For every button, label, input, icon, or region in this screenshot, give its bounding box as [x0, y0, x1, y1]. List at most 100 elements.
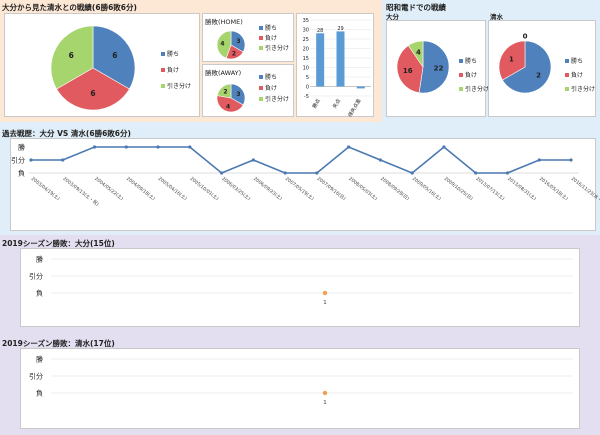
x-tick-label: 失点 [331, 98, 342, 110]
y-axis-label: 引分 [11, 156, 25, 165]
legend-swatch [565, 73, 569, 77]
x-tick-label: 2007/05/19(土) [284, 175, 316, 202]
x-tick-label: 得失点差 [346, 98, 362, 119]
x-tick-label: 1 [323, 300, 327, 306]
legend-label: 引き分け [265, 44, 289, 52]
y-axis-label: 負 [36, 289, 43, 298]
y-axis-label: 勝 [18, 143, 25, 152]
pie-value-label: 4 [226, 103, 230, 110]
season-oita-title: 2019シーズン勝敗：大分(15位) [2, 239, 115, 248]
legend-label: 負け [167, 66, 179, 74]
overall-pie-panel: 6 6 6 勝ち 負け 引き分け [4, 13, 200, 117]
history-point [474, 171, 478, 175]
legend-swatch [565, 59, 569, 63]
x-tick-label: 勝点 [311, 98, 322, 110]
history-point [442, 145, 446, 149]
legend-swatch [259, 36, 263, 40]
legend-swatch [259, 97, 263, 101]
y-axis-label: 引分 [29, 272, 43, 281]
season-shimizu-panel: 勝引分負 1 [20, 348, 580, 429]
history-point [92, 145, 97, 149]
pie-value-label: 6 [112, 51, 117, 60]
away-pie-panel: 勝敗(AWAY) 3 4 2 勝ち 負け 引き分け [202, 64, 294, 117]
pie-value-label: 6 [90, 89, 95, 98]
stadium-oita-panel: 22 16 4 勝ち 負け 引き分け [386, 20, 489, 117]
legend-label: 引き分け [265, 95, 289, 103]
history-point [188, 145, 192, 149]
legend-label: 引き分け [167, 82, 191, 90]
pie-value-label: 2 [536, 71, 541, 79]
legend-swatch [259, 75, 263, 79]
history-point [537, 158, 541, 162]
pie-value-label: 3 [236, 38, 240, 45]
x-tick-label: 1 [323, 400, 327, 406]
pie-value-label: 3 [236, 91, 240, 98]
y-axis-label: 負 [18, 169, 25, 178]
legend-swatch [259, 86, 263, 90]
history-point [505, 171, 510, 175]
pie-value-label: 4 [416, 49, 421, 57]
goals-bar-panel: 35 30 25 20 15 10 5 0 -5 28 勝点 29 失点 得失点差 [296, 13, 374, 119]
history-point [283, 171, 287, 175]
season-oita-panel: 勝引分負 1 [20, 248, 580, 327]
pie-slice-勝ち [92, 25, 136, 90]
history-point [569, 158, 573, 162]
x-tick-label: 2005/10/01(土) [189, 175, 221, 202]
legend-label: 勝ち [465, 57, 477, 65]
legend-label: 引き分け [465, 85, 489, 93]
pie-slice-負け [498, 40, 526, 81]
overall-record-title: 大分から見た清水との戦績(6勝6敗6分) [2, 3, 137, 12]
pie-slice-勝ち [418, 40, 450, 94]
y-axis-label: 勝 [36, 255, 43, 264]
goals-bar-chart: 35 30 25 20 15 10 5 0 -5 28 勝点 29 失点 得失点差 [303, 18, 371, 119]
history-chart-panel: 勝引分負 2003/04/19(土) 2003/09/13(土・祝) 2004/05/… [10, 138, 600, 231]
history-section: 過去戦歴：大分 VS 清水(6勝6敗6分) 勝引分負 2003/04/19(土) 2… [0, 122, 600, 235]
pie-slice-引き分け [50, 25, 94, 90]
x-tick-label: 2004/09/18(土) [125, 175, 157, 202]
y-tick-label: 25 [303, 37, 309, 43]
legend-label: 勝ち [265, 73, 277, 81]
stadium-shimizu-title: 清水 [490, 13, 503, 21]
legend-label: 引き分け [571, 85, 595, 93]
history-point [410, 171, 414, 175]
y-axis-label: 負 [36, 389, 43, 398]
x-tick-label: 2008/09/28(日) [379, 176, 410, 202]
bar-value-label: 29 [337, 26, 343, 32]
x-tick-label: 2006/03/25(土) [220, 175, 252, 202]
stadium-oita-title: 大分 [386, 13, 399, 21]
season-point [322, 390, 328, 396]
history-point [61, 158, 65, 162]
x-tick-label: 2005/04/16(土) [157, 175, 189, 202]
pie-slice-引き分け [216, 83, 232, 99]
x-tick-label: 2004/05/22(土) [93, 175, 125, 202]
history-point [29, 158, 33, 162]
pie-slice-負け [56, 67, 130, 111]
home-pie-title: 勝敗(HOME) [205, 18, 243, 26]
home-pie-panel: 勝敗(HOME) 3 2 4 勝ち 負け 引き分け [202, 13, 294, 62]
history-point [124, 145, 128, 149]
legend-swatch [259, 26, 263, 30]
x-tick-label: 2013/07/13(土) [474, 175, 506, 202]
goals-bar [356, 86, 365, 89]
stadium-shimizu-panel: 2 1 0 勝ち 負け 引き分け [488, 20, 596, 117]
overall-record-section: 大分から見た清水との戦績(6勝6敗6分) 6 6 6 勝ち 負け 引き分け 勝敗(HOME… [0, 0, 382, 122]
x-tick-label: 2013/08/31(土) [506, 175, 538, 202]
stadium-record-section: 昭和電ドでの戦績 大分 清水 22 16 4 勝ち 負け 引き分け 2 1 0 勝ち 負け 引き分け [382, 0, 600, 122]
pie-value-label: 2 [223, 88, 227, 95]
y-tick-label: 10 [303, 65, 309, 71]
legend-swatch [565, 87, 569, 91]
pie-value-label: 22 [434, 65, 444, 73]
y-tick-label: -5 [304, 94, 309, 100]
y-tick-label: 5 [306, 75, 309, 81]
pie-value-label: 0 [523, 32, 528, 40]
legend-swatch [459, 73, 463, 77]
y-tick-label: 0 [306, 84, 309, 90]
pie-value-label: 2 [232, 50, 236, 57]
season-shimizu-title: 2019シーズン勝敗：清水(17位) [2, 339, 115, 348]
